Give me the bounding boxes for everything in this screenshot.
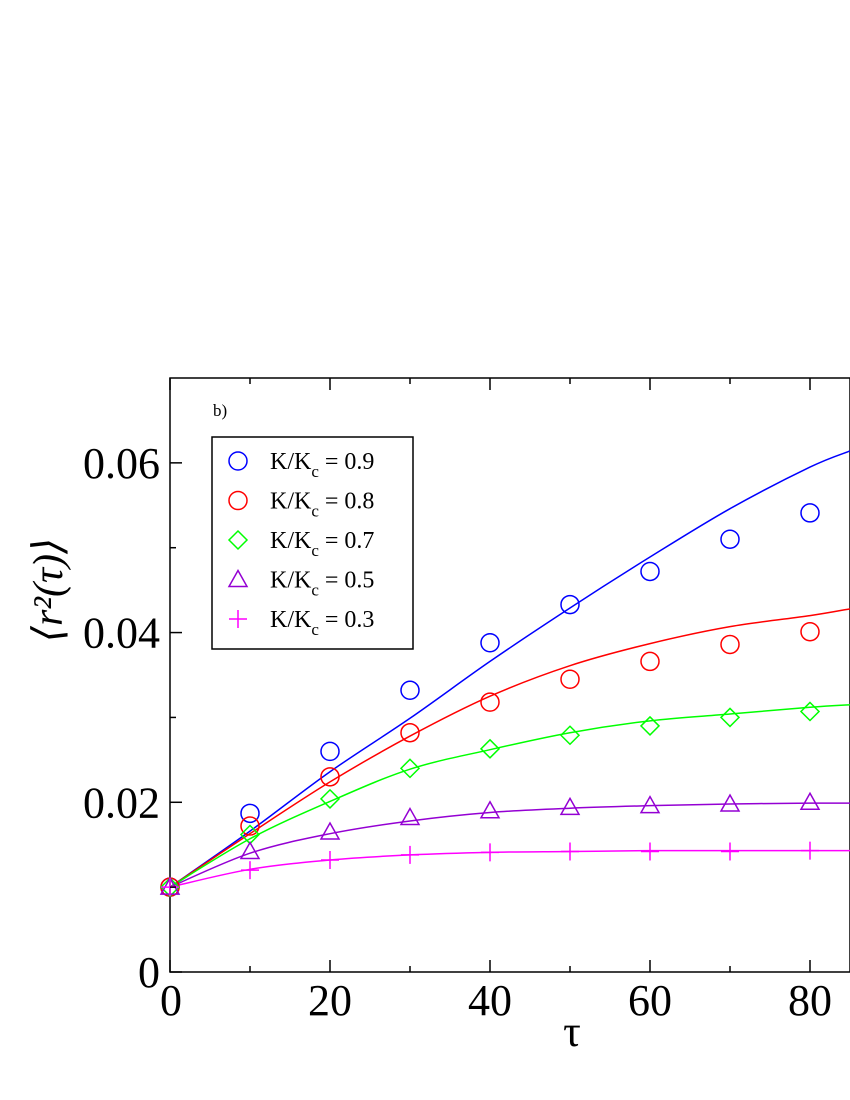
legend-marker-4 [227, 568, 249, 588]
fit-curve-2 [169, 608, 850, 888]
data-point-s5-4 [481, 843, 499, 862]
legend-label-main: K/K [270, 568, 312, 594]
legend-label-value: = 0.7 [319, 528, 375, 554]
y-tick-label: 0.06 [83, 439, 160, 488]
data-point-s2-4 [480, 692, 500, 712]
legend-label-1: K/Kc = 0.9 [270, 449, 374, 481]
data-point-s1-2 [320, 741, 340, 762]
x-tick-label: 40 [468, 976, 512, 1025]
legend-label-main: K/K [270, 607, 312, 633]
data-point-s2-5 [560, 669, 580, 689]
legend-label-value: = 0.8 [319, 489, 375, 515]
y-axis-label-group: ⟨r²(τ)⟩ [26, 538, 72, 643]
legend-label-subscript: c [311, 541, 319, 560]
y-axis-label: ⟨r²(τ)⟩ [26, 538, 72, 643]
legend-label-main: K/K [270, 528, 312, 554]
data-point-s4-8 [799, 791, 821, 811]
data-point-s1-1 [240, 803, 260, 824]
legend-label-subscript: c [311, 581, 319, 600]
data-point-s5-2 [321, 850, 339, 869]
data-point-s3-5 [559, 725, 581, 746]
data-point-s3-2 [319, 788, 341, 809]
data-point-s2-6 [640, 651, 660, 672]
fit-curve-3 [169, 703, 850, 888]
data-point-s3-7 [719, 707, 741, 728]
legend-marker-3 [227, 529, 249, 551]
data-point-s5-6 [641, 842, 659, 861]
data-point-s4-5 [559, 796, 581, 816]
legend-label-value: = 0.9 [319, 449, 375, 475]
data-point-s3-4 [479, 738, 501, 759]
legend-label-subscript: c [311, 620, 319, 639]
data-point-s4-7 [719, 793, 741, 812]
plot-frame [169, 377, 850, 973]
legend-label-main: K/K [270, 449, 312, 475]
x-tick-label: 0 [160, 976, 182, 1025]
plot-axes [169, 377, 850, 973]
data-points [159, 503, 821, 898]
data-point-s5-8 [801, 841, 819, 860]
data-point-s3-3 [399, 758, 421, 779]
data-point-s5-3 [401, 845, 419, 864]
y-tick-label: 0.04 [83, 609, 160, 658]
fit-curves [169, 450, 850, 888]
fit-curve-4 [169, 802, 850, 888]
data-point-s2-2 [320, 767, 340, 787]
data-point-s1-4 [480, 633, 500, 653]
y-tick-label: 0.02 [83, 778, 160, 827]
legend: K/Kc = 0.9K/Kc = 0.8K/Kc = 0.7K/Kc = 0.5… [211, 436, 414, 650]
data-point-s4-2 [319, 821, 341, 840]
data-point-s5-1 [241, 861, 259, 880]
legend-label-value: = 0.5 [319, 568, 375, 594]
axis-ticks: 0 20 40 60 80 0 0.02 0.04 0.06 [83, 378, 832, 1025]
data-point-s2-1 [240, 816, 260, 836]
legend-label-4: K/Kc = 0.5 [270, 568, 374, 600]
legend-box [211, 436, 414, 650]
x-axis-label: τ [563, 1007, 581, 1056]
legend-label-value: = 0.3 [319, 607, 375, 633]
data-point-s4-6 [639, 795, 661, 814]
fit-curve-5 [169, 849, 850, 888]
legend-label-5: K/Kc = 0.3 [270, 607, 374, 639]
legend-label-3: K/Kc = 0.7 [270, 528, 374, 560]
data-point-s3-8 [799, 701, 821, 722]
data-point-s2-8 [800, 621, 820, 642]
x-tick-label: 20 [308, 976, 352, 1025]
legend-label-subscript: c [311, 462, 319, 481]
data-point-s1-6 [640, 561, 660, 582]
x-tick-label: 60 [628, 976, 672, 1025]
fit-curve-1 [169, 450, 850, 888]
legend-marker-2 [228, 490, 248, 511]
legend-label-main: K/K [270, 489, 312, 515]
legend-marker-1 [228, 451, 248, 471]
data-point-s2-7 [720, 634, 740, 655]
data-point-s1-5 [560, 594, 580, 615]
y-tick-label: 0 [138, 948, 160, 997]
data-point-s3-6 [639, 715, 661, 736]
legend-marker-5 [229, 610, 247, 628]
data-point-s1-3 [400, 680, 420, 701]
legend-label-2: K/Kc = 0.8 [270, 489, 374, 521]
x-tick-label: 80 [788, 976, 832, 1025]
data-point-s4-4 [479, 800, 501, 819]
data-point-s4-1 [239, 840, 261, 860]
data-point-s5-5 [561, 842, 579, 861]
data-point-s1-8 [800, 503, 820, 523]
legend-label-subscript: c [311, 502, 319, 521]
data-point-s2-3 [400, 722, 420, 743]
data-point-s5-7 [721, 842, 739, 861]
data-point-s1-7 [720, 529, 740, 549]
data-point-s4-3 [399, 807, 421, 826]
panel-label: b) [213, 401, 227, 420]
